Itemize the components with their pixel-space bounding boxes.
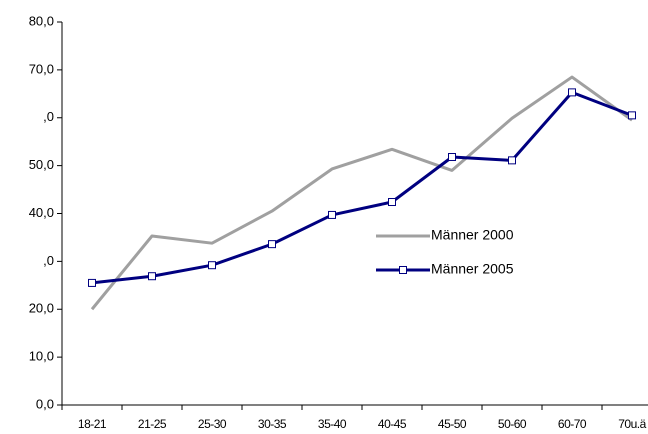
legend-marker [399, 266, 407, 274]
legend-label: Männer 2005 [431, 261, 514, 277]
y-tick-label: 80,0 [29, 13, 54, 28]
y-tick-label: ,0 [43, 253, 54, 268]
x-tick-label: 50-60 [498, 417, 527, 431]
point-marker [508, 156, 516, 165]
point-marker [148, 272, 156, 281]
x-tick-label: 45-50 [438, 417, 467, 431]
x-tick-label: 30-35 [258, 417, 287, 431]
x-tick-label: 18-21 [78, 417, 107, 431]
series-line [90, 75, 633, 311]
x-tick-label: 70u.ä [618, 417, 646, 431]
series-line [91, 90, 633, 285]
y-tick-label: 40,0 [29, 205, 54, 220]
x-tick-label: 35-40 [318, 417, 347, 431]
point-marker [328, 210, 336, 219]
x-tick-label: 60-70 [558, 417, 587, 431]
point-marker [208, 261, 216, 270]
point-marker [268, 240, 276, 249]
legend-label: Männer 2000 [431, 227, 514, 243]
point-marker [88, 278, 96, 287]
y-tick-label: 10,0 [29, 349, 54, 364]
y-tick-label: 70,0 [29, 61, 54, 76]
point-marker [448, 153, 456, 162]
x-tick-label: 40-45 [378, 417, 407, 431]
point-marker [568, 88, 576, 97]
y-tick-label: 50,0 [29, 157, 54, 172]
point-marker [388, 198, 396, 207]
y-tick-label: 20,0 [29, 301, 54, 316]
x-tick-label: 25-30 [198, 417, 227, 431]
y-tick-label: 0,0 [36, 396, 54, 411]
point-marker [628, 111, 636, 120]
y-tick-label: ,0 [43, 109, 54, 124]
x-tick-label: 21-25 [138, 417, 167, 431]
